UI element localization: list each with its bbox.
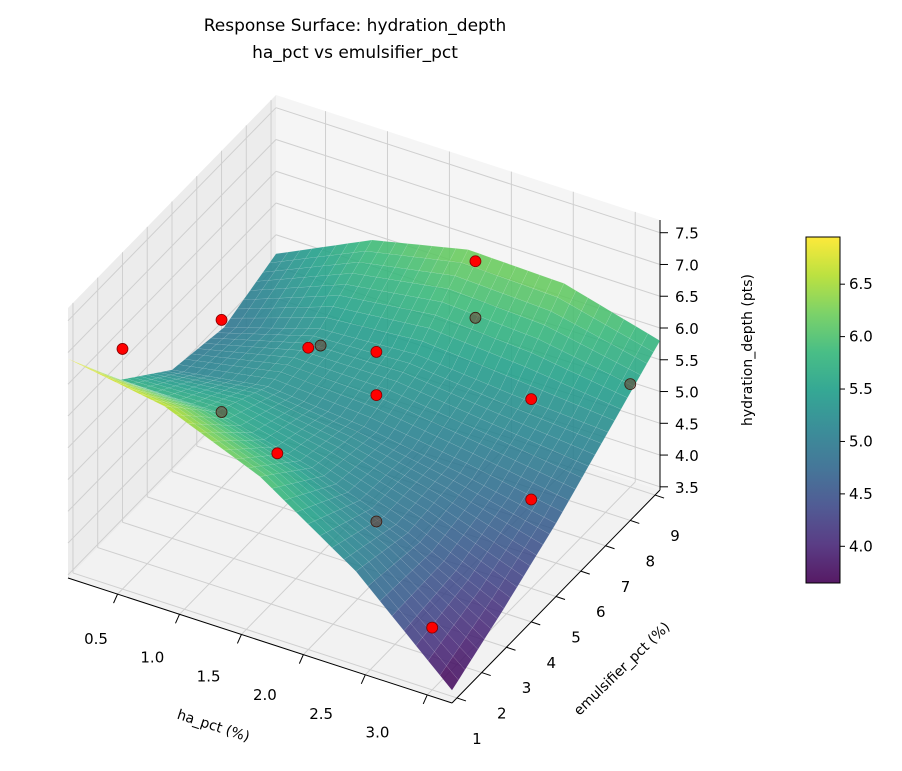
surface-facet	[595, 415, 615, 433]
y-tick-label: 3	[522, 679, 532, 697]
z-tick-label: 5.0	[675, 384, 699, 402]
y-tick	[555, 596, 566, 600]
z-axis-label: hydration_depth (pts)	[740, 274, 756, 426]
data-point	[469, 255, 482, 268]
surface-facet	[530, 527, 550, 545]
surface-facet	[439, 665, 459, 691]
data-point-occluded	[469, 311, 482, 324]
y-tick	[580, 570, 590, 575]
data-point-occluded	[624, 378, 637, 390]
grid-line-z	[275, 107, 661, 234]
x-tick-label: 2.5	[309, 705, 333, 723]
x-tick	[422, 694, 428, 705]
colorbar-tick-label: 4.0	[849, 537, 873, 555]
x-tick	[236, 634, 242, 644]
surface-facet	[582, 438, 602, 456]
z-tick-label: 4.5	[675, 415, 699, 433]
chart-title-line-1: Response Surface: hydration_depth	[204, 16, 507, 36]
data-points	[116, 255, 637, 634]
surface-facet	[556, 483, 576, 501]
surface-facet	[569, 460, 589, 479]
z-tick-label: 7.5	[675, 225, 699, 243]
y-tick	[481, 672, 491, 677]
data-point	[215, 314, 228, 326]
data-point	[525, 393, 538, 406]
y-axis-label: emulsifier_pct (%)	[571, 619, 674, 719]
grid-line-z	[275, 170, 661, 297]
surface-facet	[485, 598, 505, 620]
x-tick-label: 1.5	[197, 667, 221, 685]
y-tick	[506, 646, 516, 651]
surface-facet	[628, 356, 648, 376]
grid-line-y	[72, 572, 458, 699]
z-tick-label: 6.5	[675, 288, 699, 306]
data-point	[116, 343, 129, 355]
y-tick-label: 4	[546, 654, 556, 672]
x-tick	[113, 593, 119, 604]
data-point	[525, 493, 538, 506]
y-tick	[605, 545, 615, 550]
y-tick-label: 8	[646, 552, 656, 570]
y-tick-label: 9	[670, 527, 680, 545]
surface-facet	[504, 568, 524, 588]
data-point	[271, 447, 284, 460]
colorbar-tick-label: 6.5	[849, 275, 873, 293]
x-tick-label: 0.5	[84, 630, 108, 648]
data-point-occluded	[215, 406, 228, 418]
x-axis-line	[67, 577, 453, 704]
colorbar-tick-label: 5.5	[849, 380, 873, 398]
x-tick	[175, 614, 180, 624]
x-tick	[298, 654, 304, 664]
surface-facet	[602, 403, 622, 421]
y-tick-label: 7	[621, 578, 631, 596]
data-point	[426, 621, 439, 634]
data-point-occluded	[370, 515, 383, 528]
y-tick	[456, 697, 467, 702]
x-tick-label: 2.0	[253, 686, 277, 704]
grid-line-z	[67, 170, 277, 385]
grid-line-z	[67, 139, 277, 353]
colorbar-tick-label: 6.0	[849, 328, 873, 346]
data-point-occluded	[314, 339, 327, 352]
y-tick-label: 6	[596, 603, 606, 621]
y-tick	[531, 621, 541, 626]
surface-facet	[478, 608, 498, 630]
surface-facet	[446, 655, 466, 681]
grid-line-z	[275, 138, 661, 265]
surface-facet	[537, 516, 557, 535]
z-tick-label: 3.5	[675, 479, 699, 497]
y-tick	[654, 494, 665, 499]
colorbar-bar	[805, 236, 841, 584]
colorbar-tick-label: 5.0	[849, 432, 873, 450]
x-axis-label: ha_pct (%)	[175, 707, 251, 745]
x-tick-label: 3.0	[366, 724, 390, 742]
data-point	[370, 389, 383, 401]
grid-line-y	[97, 547, 482, 674]
y-tick-label: 1	[472, 730, 482, 748]
colorbar-tick-label: 4.5	[849, 485, 873, 503]
x-tick	[360, 674, 366, 684]
grid-line-z	[67, 202, 277, 417]
axis-lines	[67, 220, 668, 705]
y-tick	[630, 519, 640, 524]
grid-line-z	[67, 234, 277, 449]
chart-title-line-2: ha_pct vs emulsifier_pct	[252, 43, 458, 63]
z-tick-label: 4.0	[675, 447, 699, 465]
z-tick-label: 5.5	[675, 352, 699, 370]
grid-line-z	[67, 107, 277, 322]
data-point	[302, 341, 315, 354]
surface-facet	[491, 588, 511, 609]
y-tick-label: 5	[571, 629, 581, 647]
data-point	[370, 345, 383, 358]
z-tick-label: 7.0	[675, 256, 699, 274]
colorbar: 4.0 4.5 5.0 5.5 6.0 6.5	[805, 236, 873, 584]
z-tick-label: 6.0	[675, 320, 699, 338]
y-tick-label: 2	[497, 705, 507, 723]
x-tick-label: 1.0	[140, 649, 164, 667]
surface-facet	[517, 547, 537, 567]
